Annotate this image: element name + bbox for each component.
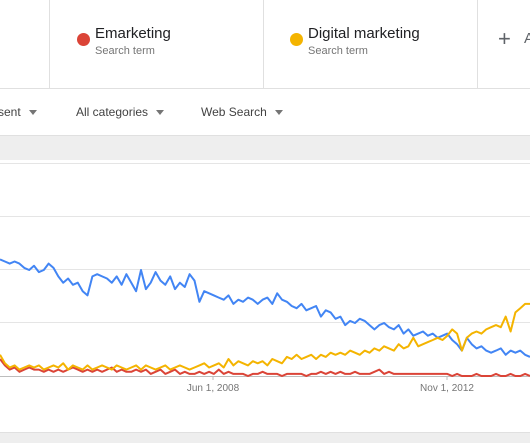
time-range-dropdown[interactable]: sent [0, 105, 37, 119]
add-comparison-button[interactable]: + A [477, 0, 530, 88]
bottom-divider [0, 432, 530, 443]
plus-icon: + [498, 26, 511, 51]
category-dropdown[interactable]: All categories [76, 105, 165, 119]
filter-bar: sent All categories Web Search [0, 89, 530, 136]
series-color-dot [77, 33, 90, 46]
series-color-dot [290, 33, 303, 46]
term-type-label: Search term [308, 45, 368, 57]
term-name: Emarketing [95, 25, 171, 42]
series-layer [0, 258, 530, 377]
term-card-emarketing[interactable]: Emarketing Search term [49, 0, 264, 88]
caret-down-icon [156, 110, 165, 116]
x-axis-ticks: Jun 1, 2008 Nov 1, 2012 [187, 376, 474, 394]
caret-down-icon [274, 110, 283, 116]
search-type-dropdown[interactable]: Web Search [201, 105, 283, 119]
search-terms-bar: Emarketing Search term Digital marketing… [0, 0, 530, 89]
chart-grid [0, 163, 530, 377]
term-type-label: Search term [95, 45, 155, 57]
section-divider [0, 136, 530, 160]
interest-over-time-chart: Jun 1, 2008 Nov 1, 2012 [0, 160, 530, 432]
term-name: Digital marketing [308, 25, 420, 42]
x-tick-label: Nov 1, 2012 [420, 383, 474, 394]
line-chart: Jun 1, 2008 Nov 1, 2012 [0, 163, 530, 394]
x-tick-label: Jun 1, 2008 [187, 383, 240, 394]
search-type-label: Web Search [201, 105, 267, 119]
time-range-label: sent [0, 105, 21, 119]
caret-down-icon [28, 110, 37, 116]
series-line-2 [0, 302, 530, 371]
add-comparison-label: A [524, 30, 530, 47]
series-line-1 [0, 358, 530, 377]
category-label: All categories [76, 105, 149, 119]
term-card-digital-marketing[interactable]: Digital marketing Search term [263, 0, 478, 88]
series-line-0 [0, 258, 530, 358]
